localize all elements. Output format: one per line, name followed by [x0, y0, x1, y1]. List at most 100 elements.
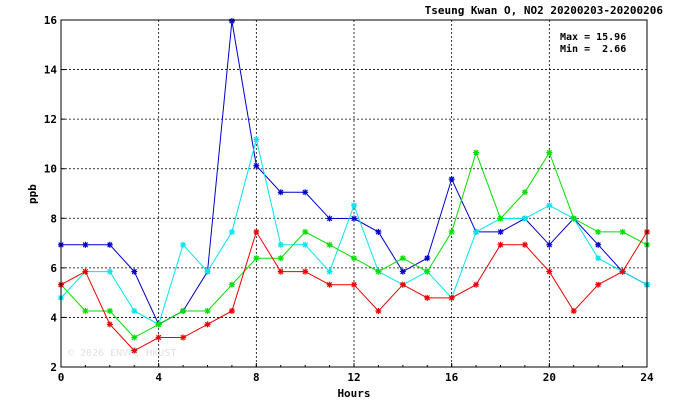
stat-max: Max = 15.96 — [560, 32, 626, 43]
data-point — [619, 268, 626, 275]
data-point — [546, 149, 553, 156]
data-point — [326, 268, 333, 275]
x-tick-label: 24 — [640, 371, 654, 384]
data-point — [521, 215, 528, 222]
data-point — [277, 268, 284, 275]
data-point — [228, 17, 235, 24]
x-tick-label: 16 — [445, 371, 459, 384]
data-point — [424, 294, 431, 301]
data-point — [351, 202, 357, 209]
data-point — [399, 281, 406, 288]
series-3 — [58, 228, 650, 354]
x-ticks: 0 4 8 12 16 20 24 — [58, 363, 654, 384]
y-tick-label: 8 — [50, 212, 57, 225]
data-point — [302, 228, 309, 235]
data-point — [570, 307, 577, 314]
data-point — [375, 307, 382, 314]
data-point — [106, 321, 113, 328]
y-tick-label: 6 — [50, 262, 57, 275]
data-point — [546, 241, 553, 248]
data-point — [326, 241, 333, 248]
y-tick-label: 12 — [44, 113, 57, 126]
data-point — [180, 334, 187, 341]
x-tick-label: 4 — [155, 371, 162, 384]
data-point — [473, 149, 480, 156]
data-point — [228, 228, 235, 235]
chart-title: Tseung Kwan O, NO2 20200203-20200206 — [425, 4, 664, 17]
data-point — [82, 241, 89, 248]
x-tick-label: 8 — [253, 371, 260, 384]
data-point — [424, 268, 431, 275]
data-point — [351, 281, 357, 288]
x-tick-label: 12 — [347, 371, 360, 384]
data-point — [399, 268, 406, 275]
data-point — [448, 176, 455, 183]
data-point — [595, 228, 602, 235]
data-point — [448, 228, 455, 235]
data-point — [473, 281, 480, 288]
series-2 — [58, 149, 650, 341]
data-point — [497, 215, 504, 222]
stat-min: Min = 2.66 — [560, 43, 626, 55]
data-point — [131, 347, 138, 354]
y-tick-label: 16 — [44, 14, 58, 27]
data-point — [228, 281, 235, 288]
data-point — [180, 241, 187, 248]
data-point — [595, 241, 602, 248]
data-point — [131, 334, 138, 341]
data-point — [131, 268, 138, 275]
x-tick-label: 20 — [543, 371, 556, 384]
grid — [61, 20, 647, 367]
y-tick-label: 2 — [50, 361, 57, 374]
data-point — [82, 268, 89, 275]
data-point — [82, 307, 89, 314]
data-point — [228, 307, 235, 314]
data-point — [204, 307, 211, 314]
data-point — [155, 321, 162, 328]
data-point — [106, 241, 113, 248]
data-point — [570, 215, 577, 222]
data-point — [399, 255, 406, 262]
y-axis-label: ppb — [26, 184, 39, 204]
data-point — [253, 136, 260, 143]
data-point — [302, 189, 309, 196]
data-point — [277, 189, 284, 196]
data-point — [375, 228, 382, 235]
x-tick-label: 0 — [58, 371, 65, 384]
data-point — [448, 294, 455, 301]
data-point — [106, 268, 113, 275]
data-point — [497, 241, 504, 248]
data-point — [253, 255, 260, 262]
data-point — [521, 189, 528, 196]
data-point — [351, 215, 357, 222]
data-point — [180, 307, 187, 314]
data-point — [351, 255, 357, 262]
data-point — [326, 281, 333, 288]
data-point — [131, 307, 138, 314]
data-point — [326, 215, 333, 222]
data-point — [497, 228, 504, 235]
data-point — [521, 241, 528, 248]
x-axis-label: Hours — [337, 387, 370, 400]
data-point — [546, 268, 553, 275]
data-point — [375, 268, 382, 275]
y-tick-label: 4 — [50, 311, 57, 324]
y-ticks: 2 4 6 8 10 12 14 16 — [44, 14, 65, 374]
y-tick-label: 14 — [44, 64, 58, 77]
data-point — [595, 281, 602, 288]
data-point — [277, 241, 284, 248]
data-point — [253, 228, 260, 235]
data-point — [204, 321, 211, 328]
data-point — [106, 307, 113, 314]
y-tick-label: 10 — [44, 163, 57, 176]
data-point — [619, 228, 626, 235]
data-point — [424, 255, 431, 262]
watermark: © 2026 ENVF, HKUST — [68, 348, 176, 359]
data-point — [204, 268, 211, 275]
data-point — [302, 268, 309, 275]
data-point — [277, 255, 284, 262]
data-point — [155, 334, 162, 341]
data-point — [546, 202, 553, 209]
data-point — [595, 255, 602, 262]
